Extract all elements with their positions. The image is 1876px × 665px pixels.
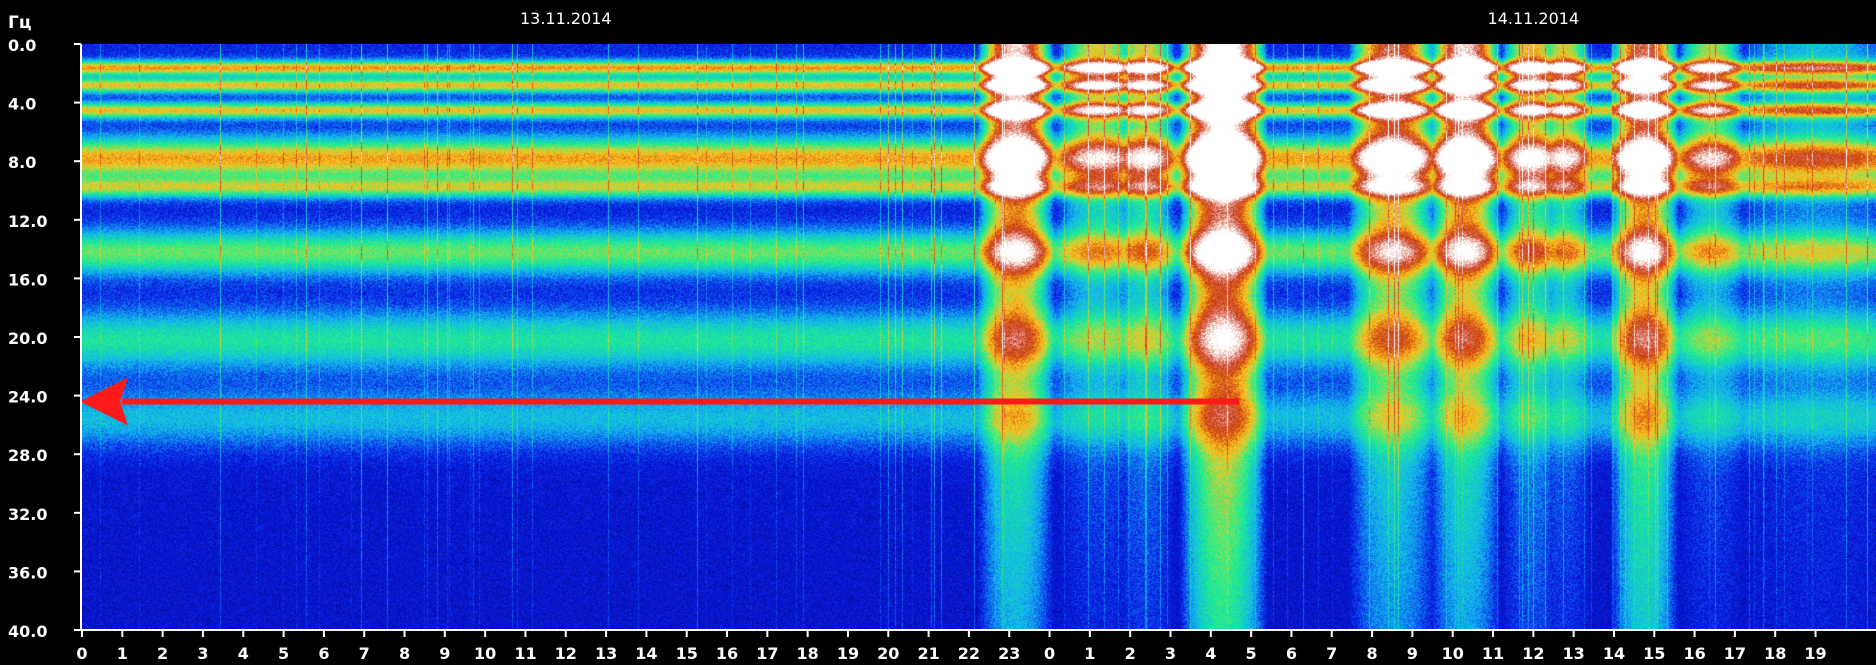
x-tick-label: 8: [1366, 644, 1377, 663]
date-labels: 13.11.2014 14.11.2014: [520, 9, 1579, 28]
x-tick-label: 14: [1603, 644, 1625, 663]
arrow-annotation: [80, 377, 1240, 426]
x-tick-label: 0: [1044, 644, 1055, 663]
y-tick-label: 0.0: [8, 36, 36, 55]
y-tick-label: 32.0: [8, 505, 47, 524]
x-tick-label: 15: [1643, 644, 1665, 663]
y-tick-label: 4.0: [8, 95, 36, 114]
x-tick-label: 13: [595, 644, 617, 663]
x-tick-label: 4: [1205, 644, 1216, 663]
x-tick-label: 20: [877, 644, 899, 663]
x-tick-label: 9: [439, 644, 450, 663]
x-tick-label: 22: [958, 644, 980, 663]
y-axis-ticks: 0.0 4.0 8.0 12.0 16.0 20.0 24.0 28.0 32.0 36.0 40.…: [8, 36, 81, 641]
x-tick-label: 18: [797, 644, 819, 663]
x-tick-label: 11: [1482, 644, 1504, 663]
y-tick-label: 12.0: [8, 212, 47, 231]
y-axis-label: Гц: [8, 13, 31, 33]
y-tick-label: 16.0: [8, 270, 47, 289]
x-tick-label: 19: [1804, 644, 1826, 663]
x-tick-label: 2: [1125, 644, 1136, 663]
x-tick-label: 15: [676, 644, 698, 663]
y-tick-label: 8.0: [8, 153, 36, 172]
heatmap-canvas: [82, 44, 1876, 630]
x-tick-label: 16: [1683, 644, 1705, 663]
x-tick-label: 13: [1563, 644, 1585, 663]
x-tick-label: 19: [837, 644, 859, 663]
x-tick-label: 10: [474, 644, 496, 663]
date-label: 13.11.2014: [520, 9, 612, 28]
x-tick-label: 1: [1084, 644, 1095, 663]
x-tick-label: 5: [1246, 644, 1257, 663]
x-tick-label: 7: [1326, 644, 1337, 663]
x-tick-label: 12: [1522, 644, 1544, 663]
date-label: 14.11.2014: [1488, 9, 1580, 28]
x-tick-label: 8: [399, 644, 410, 663]
x-tick-label: 3: [197, 644, 208, 663]
y-tick-label: 40.0: [8, 622, 47, 641]
x-tick-label: 14: [635, 644, 657, 663]
x-tick-label: 6: [1286, 644, 1297, 663]
y-tick-label: 24.0: [8, 388, 47, 407]
x-tick-label: 3: [1165, 644, 1176, 663]
x-tick-label: 17: [756, 644, 778, 663]
x-tick-label: 12: [555, 644, 577, 663]
x-tick-label: 5: [278, 644, 289, 663]
arrow-head: [80, 377, 128, 426]
x-tick-label: 0: [76, 644, 87, 663]
x-tick-label: 1: [117, 644, 128, 663]
x-tick-label: 9: [1407, 644, 1418, 663]
x-tick-label: 23: [998, 644, 1020, 663]
y-tick-label: 36.0: [8, 563, 47, 582]
plot-area: [82, 44, 1876, 630]
y-tick-label: 28.0: [8, 446, 47, 465]
x-tick-label: 4: [238, 644, 249, 663]
x-tick-label: 11: [514, 644, 536, 663]
x-tick-label: 16: [716, 644, 738, 663]
x-tick-label: 10: [1442, 644, 1464, 663]
x-axis-ticks: 0 1 2 3 4 5 6 7 8 9 10 11 12 13 14 15 16 17 18 19 20 21 22 23 0 1…: [76, 630, 1827, 663]
x-tick-label: 21: [917, 644, 939, 663]
x-tick-label: 6: [318, 644, 329, 663]
x-tick-label: 18: [1764, 644, 1786, 663]
x-tick-label: 17: [1724, 644, 1746, 663]
x-tick-label: 7: [359, 644, 370, 663]
x-tick-label: 2: [157, 644, 168, 663]
y-tick-label: 20.0: [8, 329, 47, 348]
